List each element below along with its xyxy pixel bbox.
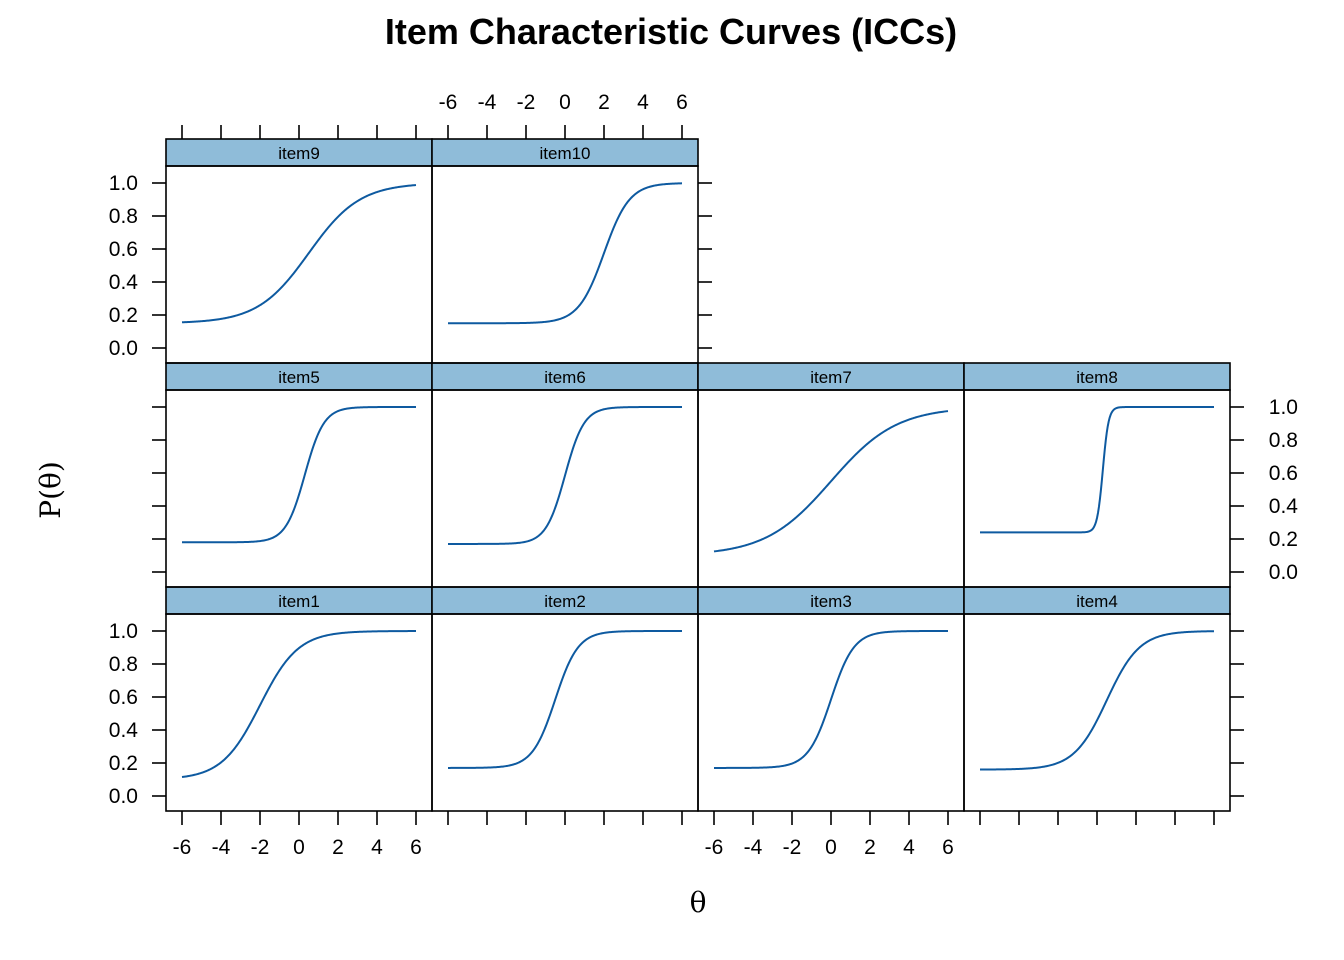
y-tick-label: 0.4 [109, 719, 139, 742]
y-tick-label: 1.0 [109, 172, 138, 195]
panel-frame-item4 [963, 613, 1231, 812]
panel-frame-item1 [165, 613, 433, 812]
x-tick-label: 4 [903, 836, 915, 859]
x-tick-label-top: -4 [478, 91, 497, 114]
icc-curve-item2 [448, 630, 682, 769]
y-tick-label: 0.0 [109, 785, 138, 808]
panel-frame-item8 [963, 389, 1231, 588]
x-tick-label-top: 6 [676, 91, 688, 114]
y-tick-label-right: 0.4 [1269, 495, 1299, 518]
strip-item10 [431, 138, 699, 167]
x-tick-label-top: 2 [598, 91, 610, 114]
x-tick-label-top: -2 [517, 91, 536, 114]
panels-group: item1 item2 item3 item4 item5 item6 item7 item8… [109, 91, 1299, 859]
icc-curve-item5 [182, 406, 416, 544]
x-tick-label-top: 0 [559, 91, 571, 114]
panel-frame-item6 [431, 389, 699, 588]
x-tick-label: -2 [783, 836, 802, 859]
icc-curve-item3 [714, 630, 948, 769]
y-tick-label: 0.2 [109, 304, 138, 327]
strip-item8 [963, 362, 1231, 391]
icc-curve-item10 [448, 182, 683, 325]
panel-frame-item3 [697, 613, 965, 812]
y-tick-label-right: 0.6 [1269, 462, 1298, 485]
icc-curve-item4 [980, 630, 1215, 771]
y-tick-label-right: 1.0 [1269, 396, 1298, 419]
x-tick-label: 4 [371, 836, 383, 859]
y-tick-label: 0.8 [109, 653, 138, 676]
panel-frame-item5 [165, 389, 433, 588]
x-tick-label: -4 [744, 836, 763, 859]
icc-curve-item9 [181, 184, 417, 324]
strip-label-item3: item3 [810, 592, 852, 611]
strip-label-item6: item6 [544, 368, 586, 387]
strip-label-item7: item7 [810, 368, 852, 387]
strip-item1 [165, 586, 433, 615]
x-tick-label: 6 [942, 836, 954, 859]
panel-frame-item2 [431, 613, 699, 812]
strip-item6 [431, 362, 699, 391]
x-axis-title: θ [690, 886, 707, 919]
panel-frame-item9 [165, 165, 433, 364]
x-tick-label-top: 4 [637, 91, 649, 114]
y-tick-label: 1.0 [109, 620, 138, 643]
strip-label-item8: item8 [1076, 368, 1118, 387]
x-tick-label-top: -6 [439, 91, 458, 114]
y-tick-label-right: 0.0 [1269, 561, 1298, 584]
x-tick-label: 2 [864, 836, 876, 859]
y-tick-label-right: 0.2 [1269, 528, 1298, 551]
panel-frame-item7 [697, 389, 965, 588]
x-tick-label: -2 [251, 836, 270, 859]
icc-curve-item7 [713, 410, 949, 553]
x-tick-label: -4 [212, 836, 231, 859]
strip-label-item4: item4 [1076, 592, 1118, 611]
x-tick-label: -6 [705, 836, 724, 859]
strip-label-item2: item2 [544, 592, 586, 611]
y-tick-label: 0.8 [109, 205, 138, 228]
y-tick-label: 0.4 [109, 271, 139, 294]
y-axis-title: P(θ) [34, 461, 67, 519]
strip-label-item10: item10 [539, 144, 590, 163]
strip-label-item9: item9 [278, 144, 320, 163]
x-tick-label: -6 [173, 836, 192, 859]
strip-item4 [963, 586, 1231, 615]
icc-curve-item1 [181, 630, 416, 779]
strip-label-item5: item5 [278, 368, 320, 387]
strip-item2 [431, 586, 699, 615]
chart-title: Item Characteristic Curves (ICCs) [385, 11, 957, 52]
y-tick-label: 0.2 [109, 752, 138, 775]
x-tick-label: 6 [410, 836, 422, 859]
y-tick-label: 0.6 [109, 238, 138, 261]
y-tick-label-right: 0.8 [1269, 429, 1298, 452]
x-tick-label: 0 [293, 836, 305, 859]
icc-curve-item8 [980, 406, 1214, 534]
icc-curve-item6 [448, 406, 682, 545]
y-tick-label: 0.6 [109, 686, 138, 709]
strip-label-item1: item1 [278, 592, 320, 611]
x-tick-label: 2 [332, 836, 344, 859]
x-tick-label: 0 [825, 836, 837, 859]
y-tick-label: 0.0 [109, 337, 138, 360]
panel-frame-item10 [431, 165, 699, 364]
